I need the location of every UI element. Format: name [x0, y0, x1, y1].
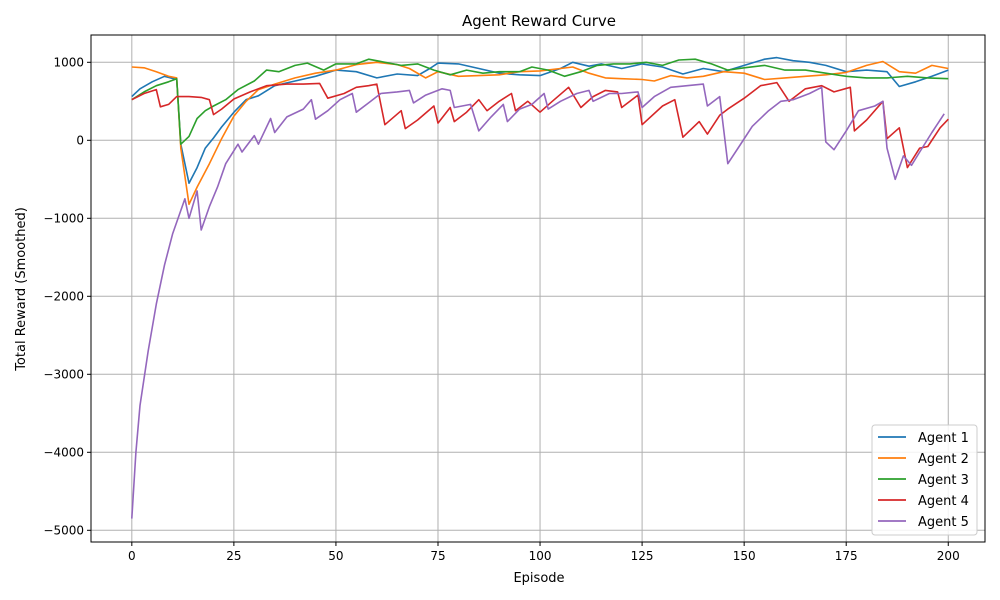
x-tick-label: 125 [631, 549, 654, 563]
legend-label-agent-3: Agent 3 [918, 473, 969, 488]
x-tick-label: 0 [128, 549, 136, 563]
y-tick-label: −1000 [43, 211, 84, 225]
x-tick-label: 200 [937, 549, 960, 563]
plot-frame [90, 34, 986, 543]
legend-box [871, 424, 978, 536]
legend: Agent 1 Agent 2 Agent 3 Agent 4 Agent 5 [871, 424, 978, 536]
y-tick-label: 1000 [53, 55, 84, 69]
legend-label-agent-5: Agent 5 [918, 515, 969, 530]
y-tick-label: −3000 [43, 367, 84, 381]
x-axis-label: Episode [513, 571, 564, 586]
series-line-agent-1 [131, 56, 949, 184]
y-tick-label: 0 [76, 133, 84, 147]
legend-label-agent-2: Agent 2 [918, 452, 969, 467]
series-lines [131, 56, 949, 519]
x-axis-ticks: 0 25 50 75 100 125 150 175 200 [128, 542, 960, 563]
x-tick-label: 100 [529, 549, 552, 563]
x-tick-label: 150 [733, 549, 756, 563]
series-line-agent-4 [131, 81, 949, 169]
x-tick-label: 50 [328, 549, 343, 563]
y-axis-label: Total Reward (Smoothed) [14, 207, 29, 372]
legend-label-agent-1: Agent 1 [918, 431, 969, 446]
series-line-agent-2 [131, 60, 949, 206]
y-tick-label: −2000 [43, 289, 84, 303]
chart-title: Agent Reward Curve [462, 12, 616, 30]
y-tick-label: −5000 [43, 523, 84, 537]
legend-label-agent-4: Agent 4 [918, 494, 969, 509]
series-line-agent-5 [131, 83, 945, 519]
y-tick-label: −4000 [43, 445, 84, 459]
y-axis-ticks: −5000 −4000 −3000 −2000 −1000 0 1000 [43, 55, 91, 537]
x-tick-label: 25 [226, 549, 241, 563]
x-tick-label: 175 [835, 549, 858, 563]
x-tick-label: 75 [430, 549, 445, 563]
